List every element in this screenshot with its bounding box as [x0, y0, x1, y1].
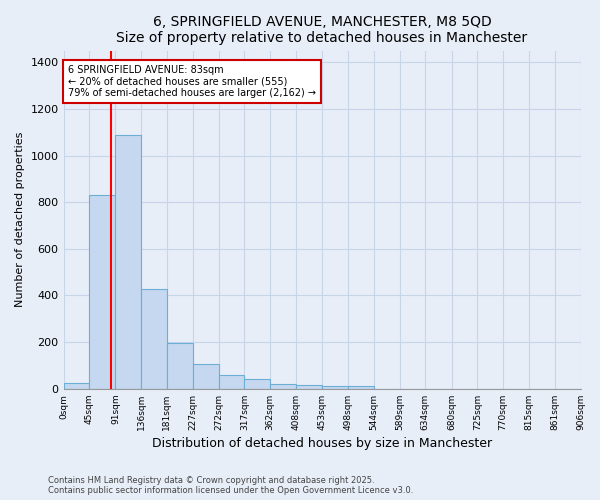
Text: 6 SPRINGFIELD AVENUE: 83sqm
← 20% of detached houses are smaller (555)
79% of se: 6 SPRINGFIELD AVENUE: 83sqm ← 20% of det… [68, 64, 316, 98]
Bar [347, 386, 374, 389]
Bar [193, 364, 219, 389]
X-axis label: Distribution of detached houses by size in Manchester: Distribution of detached houses by size … [152, 437, 492, 450]
Text: Contains HM Land Registry data © Crown copyright and database right 2025.
Contai: Contains HM Land Registry data © Crown c… [48, 476, 413, 495]
Bar [219, 375, 244, 389]
Y-axis label: Number of detached properties: Number of detached properties [15, 132, 25, 308]
Bar [270, 384, 296, 389]
Bar [322, 386, 347, 389]
Bar [244, 380, 270, 389]
Bar [167, 344, 193, 389]
Bar [296, 386, 322, 389]
Bar [115, 134, 141, 389]
Bar [141, 288, 167, 389]
Bar [64, 383, 89, 389]
Bar [89, 195, 115, 389]
Title: 6, SPRINGFIELD AVENUE, MANCHESTER, M8 5QD
Size of property relative to detached : 6, SPRINGFIELD AVENUE, MANCHESTER, M8 5Q… [116, 15, 527, 45]
